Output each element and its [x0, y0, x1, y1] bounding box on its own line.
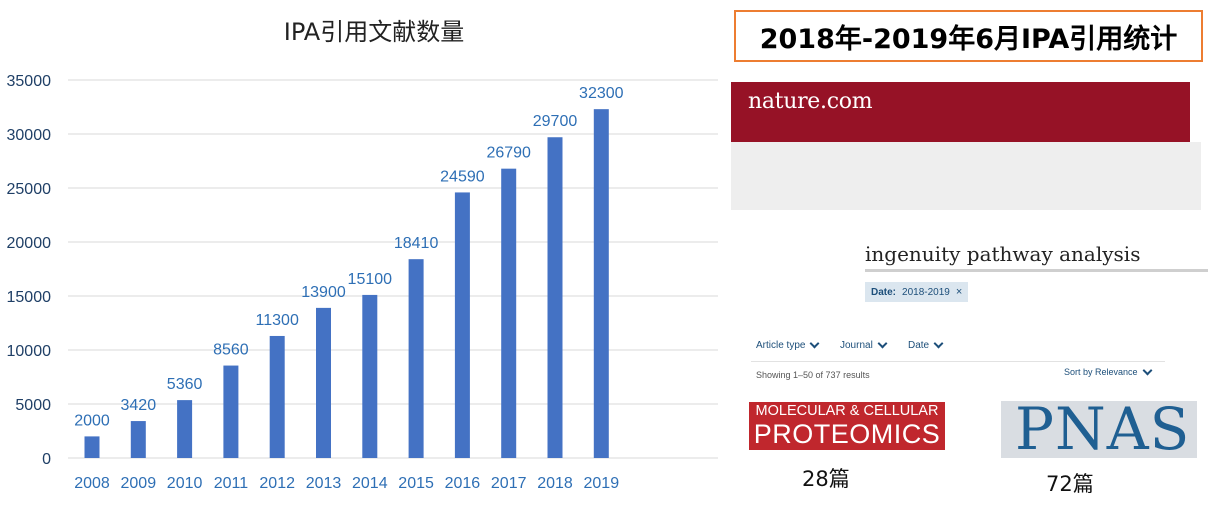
x-tick-label: 2012 — [259, 475, 295, 492]
nature-search-screenshot: nature.com ingenuity pathway analysis Da… — [731, 82, 1208, 384]
y-tick-label: 0 — [42, 451, 51, 468]
x-tick-label: 2013 — [306, 475, 342, 492]
pnas-journal-logo: PNAS — [1001, 401, 1197, 458]
data-label: 13900 — [301, 284, 346, 301]
data-label: 24590 — [440, 168, 485, 185]
chevron-down-icon — [1142, 365, 1152, 375]
stats-title: 2018年-2019年6月IPA引用统计 — [759, 23, 1178, 55]
data-label: 2000 — [74, 412, 110, 429]
y-tick-label: 10000 — [7, 343, 52, 360]
bar-2016 — [454, 192, 470, 459]
sort-label: Sort by Relevance — [1064, 367, 1138, 377]
data-label: 15100 — [348, 271, 393, 288]
nature-banner — [731, 142, 1201, 210]
nature-header: nature.com — [731, 82, 1190, 142]
x-tick-label: 2008 — [74, 475, 110, 492]
data-label: 29700 — [533, 113, 578, 130]
x-tick-label: 2018 — [537, 475, 573, 492]
x-tick-label: 2010 — [167, 475, 203, 492]
chevron-down-icon — [877, 338, 888, 349]
search-underline — [865, 269, 1208, 272]
pnas-count: 72篇 — [1046, 472, 1094, 496]
close-icon[interactable]: × — [955, 286, 963, 298]
y-tick-label: 15000 — [7, 289, 52, 306]
nature-logo[interactable]: nature.com — [748, 89, 873, 114]
facet-label: Journal — [840, 340, 873, 351]
facet-journal[interactable]: Journal — [840, 338, 888, 351]
mcp-logo-line1: MOLECULAR & CELLULAR — [755, 403, 939, 419]
y-tick-label: 25000 — [7, 181, 52, 198]
bar-2017 — [501, 168, 517, 458]
x-tick-label: 2019 — [584, 475, 620, 492]
bar-chart: IPA引用文献数量 2000 3420 5360 8560 11300139001510… — [7, 18, 718, 492]
data-label: 26790 — [486, 145, 531, 162]
pnas-logo-text: PNAS — [1015, 401, 1191, 458]
bar-2009 — [130, 421, 146, 458]
data-label: 11300 — [256, 312, 299, 329]
x-tick-label: 2011 — [214, 475, 249, 492]
facet-article-type[interactable]: Article type — [756, 338, 820, 351]
bar-2008 — [84, 436, 100, 458]
mcp-journal-logo: MOLECULAR & CELLULAR PROTEOMICS — [749, 402, 945, 450]
x-tick-label: 2016 — [445, 475, 481, 492]
chevron-down-icon — [810, 338, 820, 349]
mcp-count: 28篇 — [802, 467, 850, 491]
filter-key: Date: — [871, 286, 897, 298]
bar-2012 — [269, 335, 285, 458]
data-label: 5360 — [167, 376, 203, 393]
bar-2014 — [362, 294, 378, 458]
y-tick-label: 20000 — [7, 235, 52, 252]
divider — [751, 361, 1165, 362]
bar-2013 — [316, 307, 331, 458]
chart-title: IPA引用文献数量 — [284, 18, 464, 46]
stats-title-box: 2018年-2019年6月IPA引用统计 — [734, 10, 1203, 62]
data-label: 3420 — [121, 397, 157, 414]
sort-dropdown[interactable]: Sort by Relevance — [1064, 365, 1152, 377]
y-tick-label: 35000 — [7, 73, 52, 90]
filter-value: 2018-2019 — [902, 286, 950, 298]
x-tick-label: 2017 — [491, 475, 527, 492]
bar-2011 — [223, 365, 239, 458]
y-tick-label: 30000 — [7, 127, 52, 144]
facet-label: Date — [908, 340, 930, 351]
facet-date[interactable]: Date — [908, 338, 944, 351]
facet-label: Article type — [756, 340, 806, 351]
chevron-down-icon — [933, 338, 944, 349]
bar-2015 — [408, 259, 424, 458]
data-label: 32300 — [579, 85, 624, 102]
data-label: 8560 — [213, 342, 249, 359]
results-count: Showing 1–50 of 737 results — [756, 370, 870, 380]
y-tick-label: 5000 — [15, 397, 51, 414]
date-filter-chip[interactable]: Date: 2018-2019 × — [865, 282, 969, 302]
x-tick-label: 2009 — [121, 475, 157, 492]
x-tick-label: 2014 — [352, 475, 388, 492]
data-label: 18410 — [394, 235, 439, 252]
bar-2018 — [547, 137, 563, 459]
search-query: ingenuity pathway analysis — [865, 242, 1141, 266]
mcp-logo-line2: PROTEOMICS — [753, 419, 941, 449]
x-tick-label: 2015 — [398, 475, 434, 492]
bar-2010 — [177, 400, 193, 458]
bar-2019 — [593, 109, 609, 458]
